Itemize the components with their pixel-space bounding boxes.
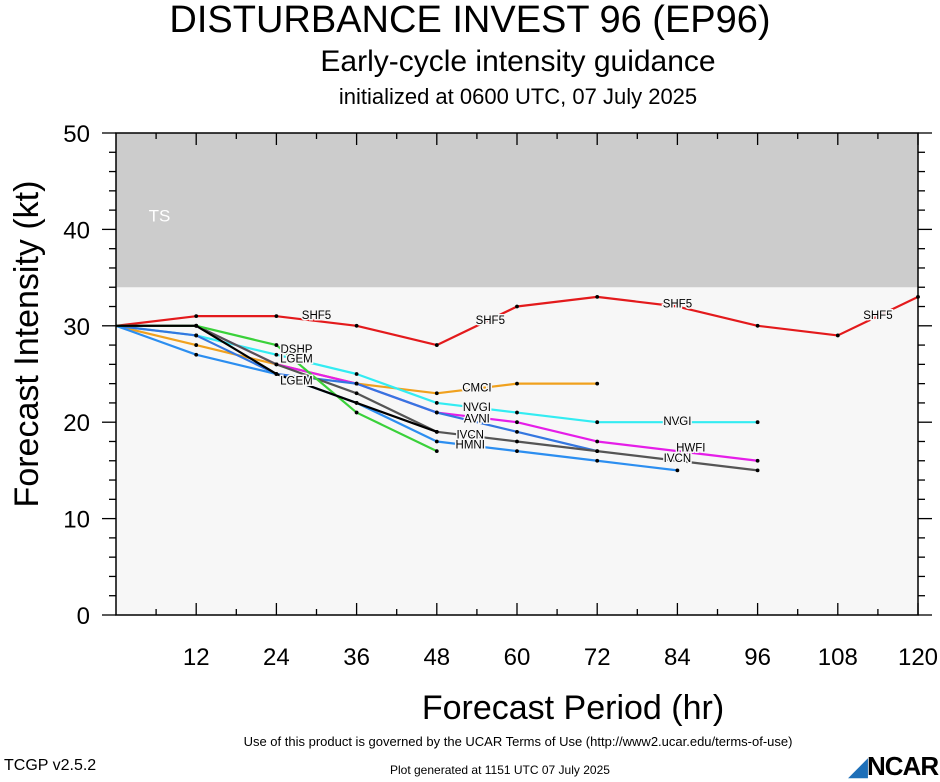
- product-version: TCGP v2.5.2: [4, 757, 97, 774]
- data-point-lgem: [354, 401, 359, 405]
- data-point-dshp: [434, 449, 439, 454]
- data-point-lgem: [194, 323, 199, 328]
- y-axis-label: Forecast Intensity (kt): [8, 181, 46, 508]
- data-point-hmni: [675, 468, 680, 473]
- data-point-nvgi: [675, 420, 680, 425]
- data-point-shf5: [434, 343, 439, 347]
- data-point-nvgi: [595, 420, 600, 425]
- series-label-ivcn: IVCN: [664, 453, 691, 465]
- data-point-cmci: [434, 391, 439, 396]
- y-tick-label: 30: [63, 314, 90, 341]
- series-labels: SHF5 SHF5 SHF5 SHF5 CMCI NVGI NVGI HWFI AVNI IVCN…: [279, 297, 894, 466]
- data-point-hwfi: [515, 420, 519, 425]
- band-label: TS: [149, 206, 171, 225]
- data-point-nvgi: [274, 352, 279, 357]
- x-tick-label: 120: [898, 644, 938, 671]
- series-label-lgem: LGEM: [280, 354, 313, 366]
- axis-ticks: [102, 132, 932, 616]
- tick-labels: 12 24 36 48 60 72 84 96 108 120 0 10 20 30 40 50: [63, 121, 938, 671]
- data-point-avni: [194, 333, 199, 338]
- data-point-hwfi: [675, 449, 680, 454]
- data-point-ivcn: [675, 458, 680, 463]
- data-point-hmni: [194, 352, 199, 357]
- data-point-shf5: [515, 304, 519, 309]
- data-point-nvgi: [515, 410, 519, 415]
- y-tick-label: 10: [63, 507, 90, 534]
- data-point-shf5: [354, 323, 359, 328]
- data-point-hwfi: [595, 439, 600, 444]
- data-point-avni: [515, 429, 519, 434]
- data-point-ivcn: [755, 468, 760, 473]
- data-point-cmci: [194, 343, 199, 347]
- ncar-logo: ◢NCAR: [848, 751, 939, 782]
- series-label-nvgi: NVGI: [663, 416, 691, 428]
- data-point-shf5: [595, 294, 600, 299]
- data-point-lgem: [434, 429, 439, 434]
- y-tick-label: 0: [77, 603, 90, 630]
- data-point-avni: [354, 381, 359, 386]
- tropical-storm-band: [116, 133, 918, 288]
- generation-time: Plot generated at 1151 UTC 07 July 2025: [390, 763, 610, 777]
- series-line-hmni: [115, 324, 678, 472]
- data-point-nvgi: [434, 401, 439, 405]
- series-label-hmni: HMNI: [456, 439, 485, 451]
- data-point-ivcn: [595, 449, 600, 454]
- data-point-ivcn: [515, 439, 519, 444]
- ncar-logo-text: NCAR: [867, 751, 939, 781]
- data-point-dshp: [274, 343, 279, 347]
- series-label-avni: AVNI: [464, 413, 490, 425]
- terms-of-use-note: Use of this product is governed by the U…: [243, 734, 793, 749]
- data-point-nvgi: [354, 372, 359, 376]
- data-point-hmni: [515, 449, 519, 454]
- data-point-shf5: [835, 333, 840, 338]
- series-label-hwfi: HWFI: [676, 442, 705, 454]
- data-point-avni: [434, 410, 439, 415]
- y-tick-label: 50: [63, 121, 90, 148]
- series-label-nvgi: NVGI: [463, 402, 491, 414]
- series-label-shf5: SHF5: [476, 315, 505, 327]
- initialization-time: initialized at 0600 UTC, 07 July 2025: [338, 84, 698, 109]
- x-tick-label: 12: [183, 644, 210, 671]
- series-points: [194, 294, 920, 473]
- series-label-shf5: SHF5: [663, 299, 692, 311]
- x-tick-label: 72: [584, 644, 611, 671]
- series-label-shf5: SHF5: [863, 310, 892, 322]
- data-point-lgem: [274, 372, 279, 376]
- data-point-hmni: [434, 439, 439, 444]
- series-label-dshp: DSHP: [280, 344, 312, 356]
- x-tick-label: 36: [343, 644, 370, 671]
- data-point-shf5: [675, 304, 680, 309]
- data-point-dshp: [354, 410, 359, 415]
- x-tick-label: 48: [423, 644, 450, 671]
- series-label-shf5: SHF5: [302, 310, 331, 322]
- x-tick-label: 60: [504, 644, 531, 671]
- x-tick-label: 24: [263, 644, 290, 671]
- series-label-ivcn: IVCN: [456, 430, 483, 442]
- y-tick-label: 40: [63, 217, 90, 244]
- series-label-lgem: LGEM: [280, 376, 313, 388]
- x-tick-label: 96: [744, 644, 771, 671]
- data-point-shf5: [274, 314, 279, 319]
- x-tick-label: 108: [818, 644, 858, 671]
- series-label-cmci: CMCI: [462, 382, 491, 394]
- data-point-ivcn: [274, 362, 279, 367]
- data-point-nvgi: [755, 420, 760, 425]
- x-axis-label: Forecast Period (hr): [422, 689, 724, 727]
- data-point-shf5: [194, 314, 199, 319]
- y-tick-label: 20: [63, 410, 90, 437]
- chart-title: DISTURBANCE INVEST 96 (EP96): [169, 0, 771, 41]
- data-point-ivcn: [354, 391, 359, 396]
- data-point-shf5: [755, 323, 760, 328]
- data-point-cmci: [515, 381, 519, 386]
- ncar-logo-mark-icon: ◢: [848, 751, 868, 781]
- data-point-cmci: [595, 381, 600, 386]
- data-point-hwfi: [755, 458, 760, 463]
- chart-subtitle: Early-cycle intensity guidance: [320, 45, 716, 78]
- data-point-hmni: [595, 458, 600, 463]
- x-tick-label: 84: [664, 644, 691, 671]
